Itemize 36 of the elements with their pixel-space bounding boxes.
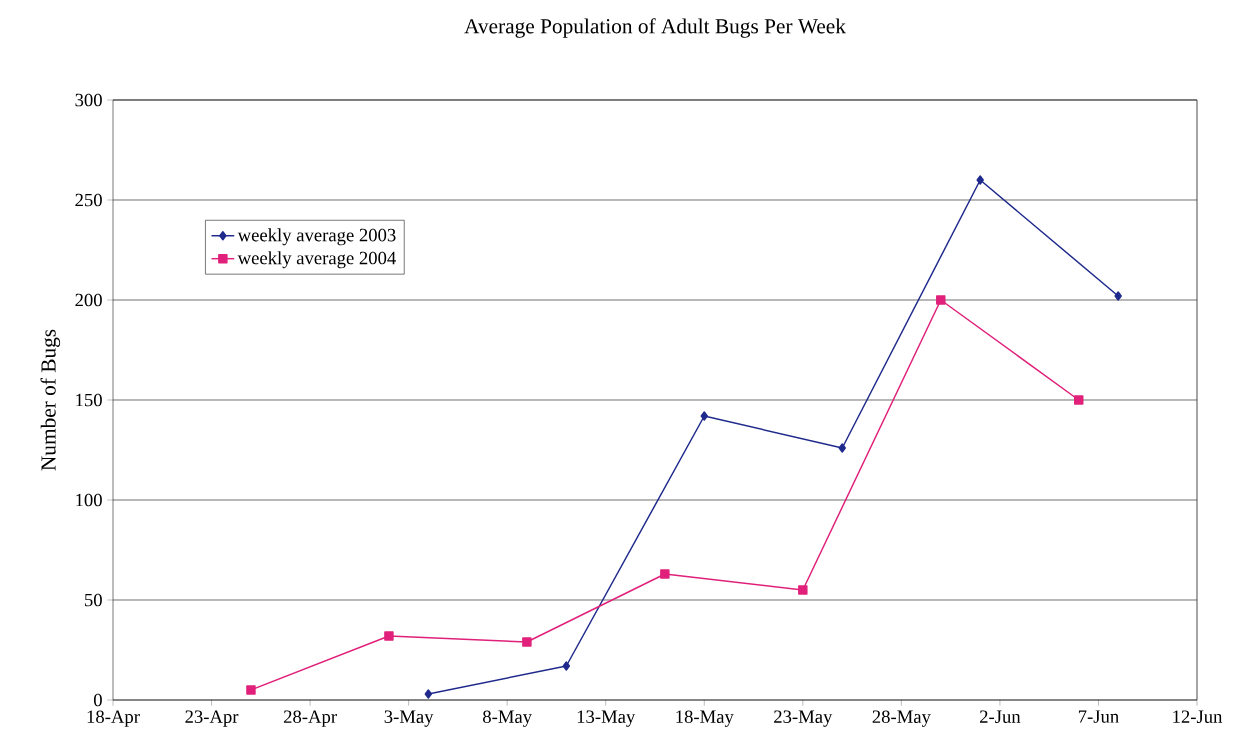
y-tick-label: 100: [76, 493, 102, 507]
point: [976, 175, 984, 185]
point: [562, 661, 571, 671]
y-tick-label: 300: [75, 93, 102, 107]
point: [522, 637, 532, 647]
y-tick-label: 0: [93, 693, 102, 707]
y-tick-label: 50: [85, 593, 102, 607]
point: [838, 443, 846, 453]
y-tick-label: 200: [75, 293, 102, 307]
point: [936, 295, 946, 305]
point: [660, 569, 670, 579]
legend-label: weekly average 2004: [237, 251, 396, 269]
point: [246, 685, 256, 695]
x-tick-label: 18-Apr: [87, 710, 140, 727]
chart-title: Average Population of Adult Bugs Per Week: [464, 18, 846, 38]
x-tick-label: 18-May: [676, 710, 734, 727]
point: [798, 585, 808, 595]
x-tick-label: 13-May: [577, 710, 636, 727]
point: [424, 689, 433, 699]
x-tick-label: 2-Jun: [979, 710, 1021, 723]
x-tick-label: 7-Jun: [1078, 710, 1119, 723]
point: [384, 631, 394, 641]
point: [1074, 395, 1084, 405]
x-tick-label: 3-May: [384, 710, 434, 727]
x-tick-label: 23-Apr: [185, 710, 239, 727]
y-axis-title: Number of Bugs: [40, 329, 61, 471]
x-tick-label: 8-May: [483, 710, 532, 727]
legend-label: weekly average 2003: [237, 228, 396, 246]
x-tick-label: 28-May: [872, 710, 931, 727]
y-tick-label: 250: [75, 193, 102, 207]
x-tick-label: 28-Apr: [283, 710, 337, 727]
point: [700, 411, 709, 421]
point: [1114, 291, 1122, 301]
x-tick-label: 12-Jun: [1173, 710, 1223, 723]
y-tick-label: 150: [76, 393, 102, 407]
x-tick-label: 23-May: [774, 710, 833, 727]
